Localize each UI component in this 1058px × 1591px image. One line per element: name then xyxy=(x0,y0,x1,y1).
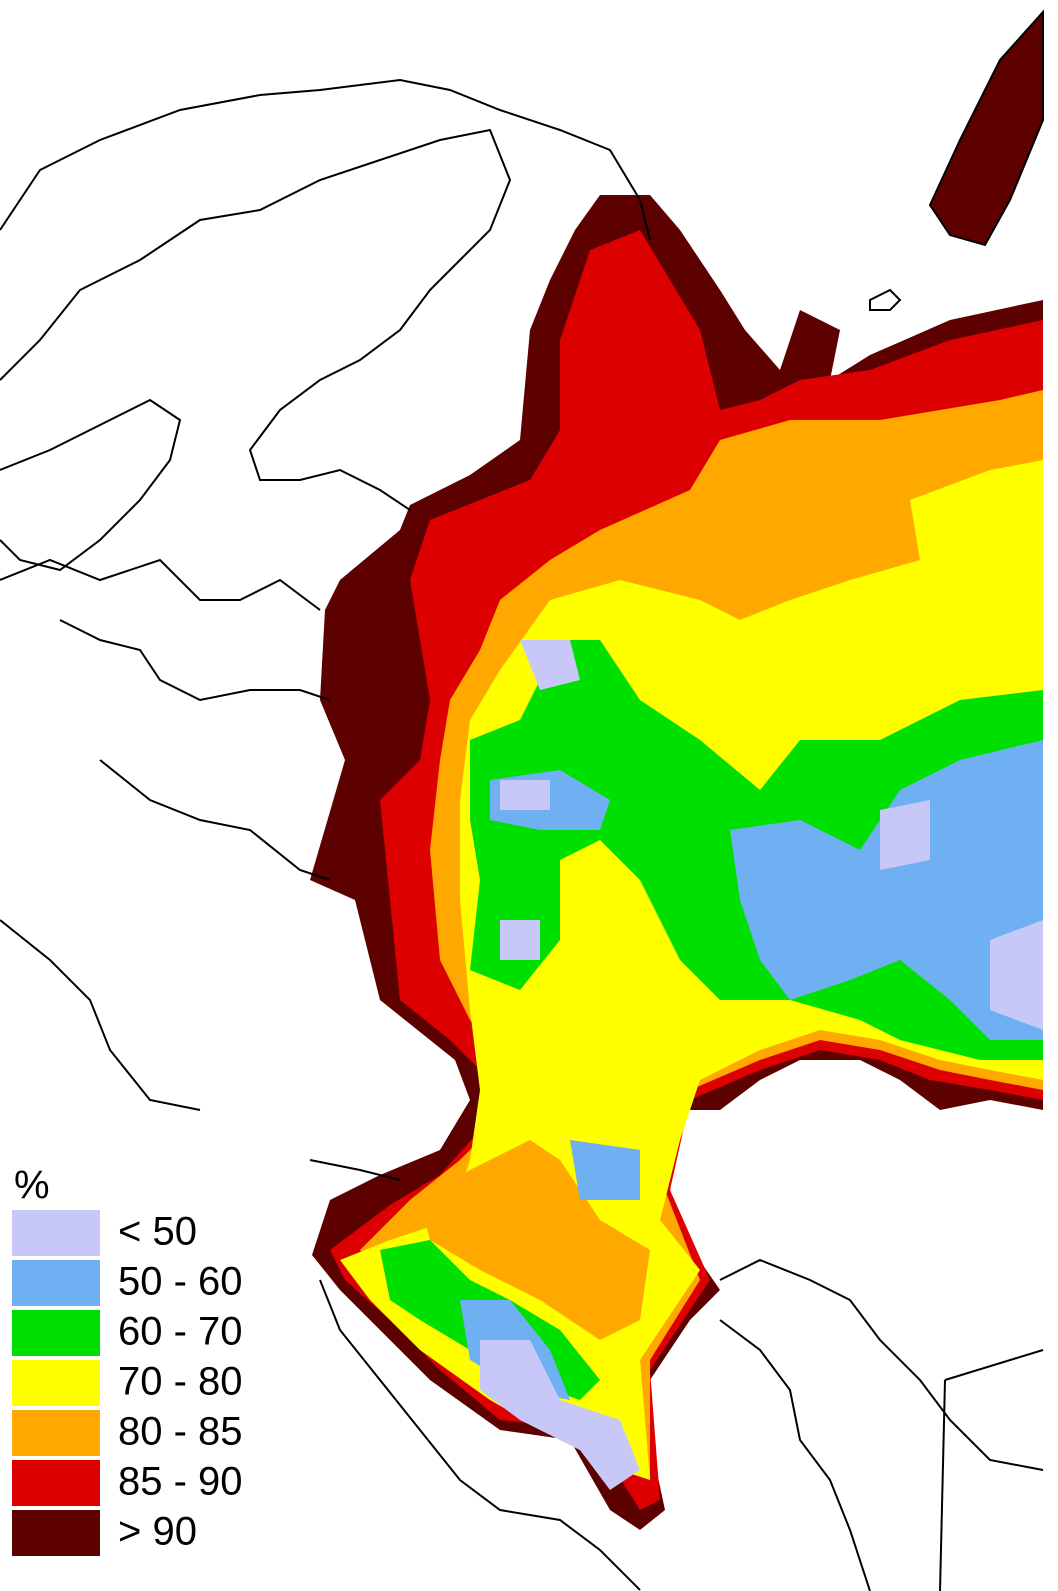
border xyxy=(0,558,331,1111)
border xyxy=(939,1349,1044,1591)
legend-swatch xyxy=(12,1360,100,1406)
legend-label: 50 - 60 xyxy=(118,1260,243,1304)
novaya-zemlya xyxy=(928,9,1044,247)
coastline xyxy=(0,78,651,241)
coastlines xyxy=(0,78,1044,1591)
coastline xyxy=(719,1258,1044,1591)
legend-label: < 50 xyxy=(118,1210,197,1254)
legend-title: % xyxy=(14,1164,50,1208)
legend-swatch xyxy=(12,1310,100,1356)
region-lavender xyxy=(480,640,1043,1490)
legend-label: 70 - 80 xyxy=(118,1360,243,1404)
legend-swatch xyxy=(12,1260,100,1306)
coastline xyxy=(0,128,512,511)
legend-swatch xyxy=(12,1210,100,1256)
legend-swatch xyxy=(12,1460,100,1506)
legend-swatch xyxy=(12,1510,100,1556)
coastline xyxy=(309,1159,641,1591)
legend-label: 80 - 85 xyxy=(118,1410,243,1454)
region-blue xyxy=(460,740,1043,1400)
legend-label: > 90 xyxy=(118,1510,197,1554)
map-regions xyxy=(310,9,1044,1530)
coastline xyxy=(0,398,182,572)
legend: % < 50 50 - 60 60 - 70 70 - 80 80 - 85 85 - 9… xyxy=(12,1164,243,1556)
legend-label: 60 - 70 xyxy=(118,1310,243,1354)
legend-swatch xyxy=(12,1410,100,1456)
coastline xyxy=(869,288,902,311)
region-orange-south xyxy=(420,1140,650,1340)
legend-label: 85 - 90 xyxy=(118,1460,243,1504)
